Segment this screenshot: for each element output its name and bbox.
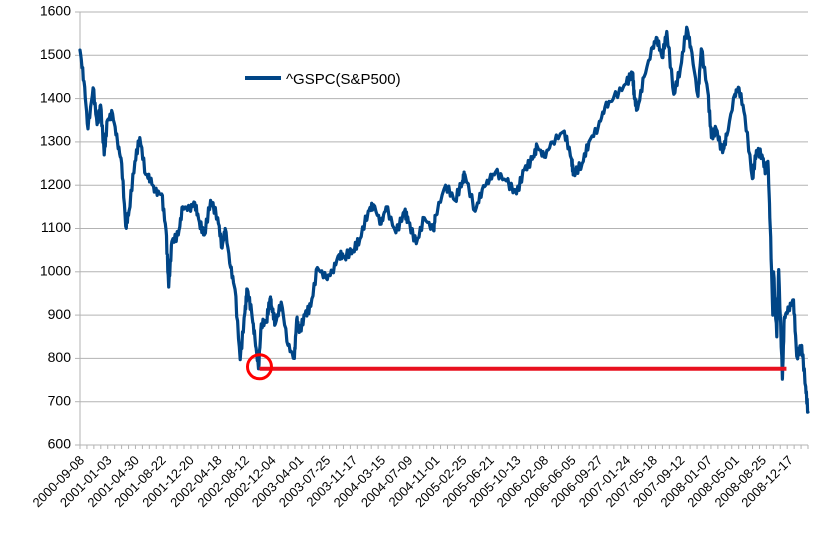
y-tick-label: 1000	[40, 263, 71, 279]
series-line-sp500	[78, 25, 810, 414]
plot-series	[78, 25, 810, 414]
y-tick-label: 1300	[40, 133, 71, 149]
y-tick-label: 1400	[40, 89, 71, 105]
low-point-circle	[245, 353, 273, 381]
legend-label: ^GSPC(S&P500)	[286, 71, 401, 88]
legend: ^GSPC(S&P500)	[245, 71, 401, 88]
y-axis-tick-labels: 600 700 800 900 1000 1100 1200 1300 1400 1500 1600	[40, 3, 71, 452]
x-axis-tick-labels: 2000-09-082001-01-032001-04-302001-08-22…	[29, 453, 795, 511]
y-tick-label: 1600	[40, 3, 71, 19]
y-tick-label: 800	[48, 349, 72, 365]
y-tick-label: 1500	[40, 46, 71, 62]
y-tick-label: 900	[48, 306, 72, 322]
annotations	[245, 353, 787, 381]
y-tick-label: 600	[48, 436, 72, 452]
y-tick-label: 700	[48, 392, 72, 408]
y-tick-label: 1100	[41, 219, 71, 235]
y-tick-label: 1200	[40, 176, 71, 192]
